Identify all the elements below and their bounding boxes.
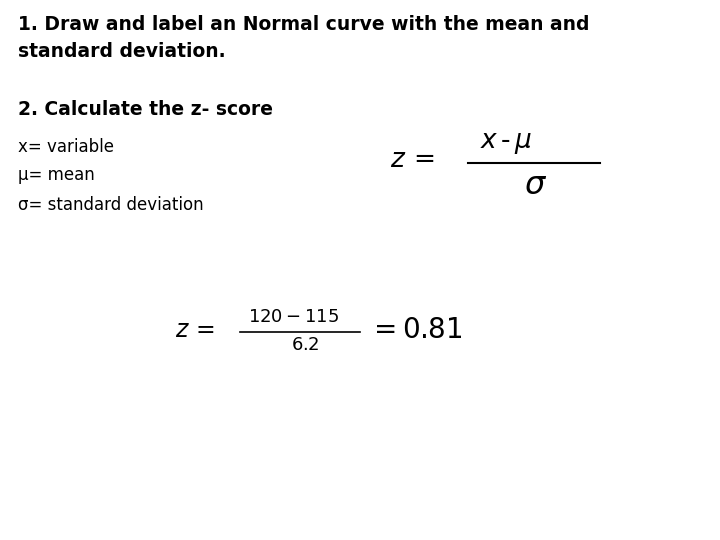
Text: $z\, =$: $z\, =$ <box>390 147 435 173</box>
Text: $= 0.81$: $= 0.81$ <box>368 316 462 344</box>
Text: 1. Draw and label an Normal curve with the mean and: 1. Draw and label an Normal curve with t… <box>18 15 590 34</box>
Text: $x\,\text{-}\,\mu$: $x\,\text{-}\,\mu$ <box>480 130 532 156</box>
Text: $z\, =$: $z\, =$ <box>175 318 215 342</box>
Text: μ= mean: μ= mean <box>18 166 95 184</box>
Text: standard deviation.: standard deviation. <box>18 42 225 61</box>
Text: $\sigma$: $\sigma$ <box>524 170 547 201</box>
Text: 2. Calculate the z- score: 2. Calculate the z- score <box>18 100 273 119</box>
Text: $\mathregular{120-115}$: $\mathregular{120-115}$ <box>248 308 339 326</box>
Text: $\mathregular{6.2}$: $\mathregular{6.2}$ <box>291 336 319 354</box>
Text: σ= standard deviation: σ= standard deviation <box>18 196 204 214</box>
Text: x= variable: x= variable <box>18 138 114 156</box>
